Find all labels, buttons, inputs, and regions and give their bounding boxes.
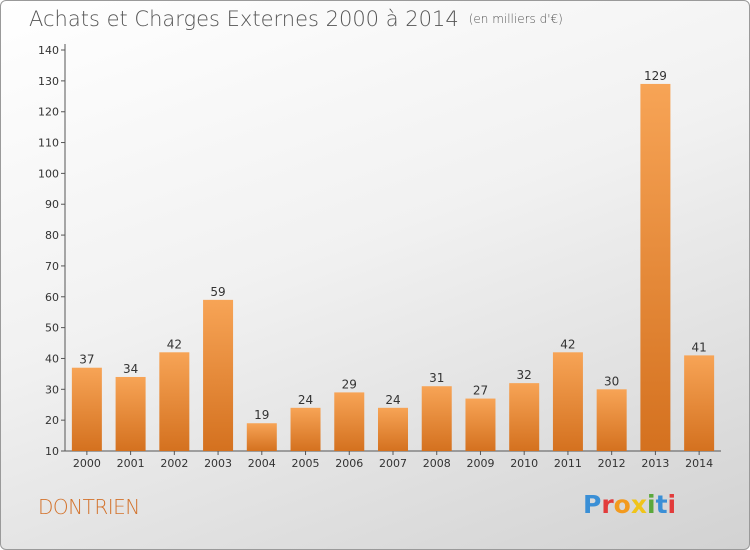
logo-letter: r <box>601 490 614 519</box>
proxiti-logo: Proxiti <box>583 490 676 519</box>
bar-value-label: 29 <box>342 377 357 391</box>
logo-letter: i <box>647 490 656 519</box>
bar <box>334 392 365 451</box>
bar-value-label: 37 <box>79 353 94 367</box>
x-tick-label: 2003 <box>204 457 232 470</box>
y-tick-label: 120 <box>38 106 59 119</box>
bar-value-label: 42 <box>167 337 182 351</box>
bar <box>246 423 277 451</box>
bar-value-label: 34 <box>123 362 138 376</box>
bar-value-label: 30 <box>604 374 619 388</box>
title-text: Achats et Charges Externes 2000 à 2014 <box>29 7 459 31</box>
y-tick-label: 50 <box>45 322 59 335</box>
bar <box>115 376 146 451</box>
bar <box>290 407 321 451</box>
y-tick-label: 140 <box>38 44 59 57</box>
unit-label: (en milliers d'€) <box>468 12 563 26</box>
x-tick-label: 2014 <box>685 457 713 470</box>
x-tick-label: 2001 <box>117 457 145 470</box>
x-tick-label: 2009 <box>466 457 494 470</box>
bar-value-label: 31 <box>429 371 444 385</box>
bar <box>203 299 234 451</box>
y-tick-label: 40 <box>45 352 59 365</box>
bar <box>552 352 583 451</box>
y-tick-label: 70 <box>45 260 59 273</box>
x-tick-label: 2008 <box>423 457 451 470</box>
y-tick-label: 60 <box>45 291 59 304</box>
commune-name: DONTRIEN <box>38 495 140 519</box>
x-tick-label: 2000 <box>73 457 101 470</box>
logo-letter: t <box>655 490 668 519</box>
x-tick-label: 2006 <box>335 457 363 470</box>
bar-value-label: 41 <box>691 340 706 354</box>
bar-value-label: 19 <box>254 408 269 422</box>
logo-letter: i <box>667 490 677 519</box>
bar-value-label: 32 <box>517 368 532 382</box>
y-tick-label: 80 <box>45 229 59 242</box>
bar <box>640 83 671 451</box>
bar <box>421 386 452 451</box>
bar-value-label: 59 <box>210 285 225 299</box>
x-tick-label: 2002 <box>160 457 188 470</box>
y-tick-label: 100 <box>38 167 59 180</box>
bar-value-label: 24 <box>385 393 400 407</box>
logo-letter: o <box>613 490 631 519</box>
bar-value-label: 42 <box>560 337 575 351</box>
y-tick-label: 90 <box>45 198 59 211</box>
x-tick-label: 2005 <box>292 457 320 470</box>
bar-value-label: 129 <box>644 69 667 83</box>
bar-value-label: 24 <box>298 393 313 407</box>
x-tick-label: 2010 <box>510 457 538 470</box>
bar <box>465 398 496 451</box>
x-tick-label: 2004 <box>248 457 276 470</box>
chart-title: Achats et Charges Externes 2000 à 2014 (e… <box>29 7 563 31</box>
bar <box>378 407 408 451</box>
bar-value-label: 27 <box>473 384 488 398</box>
y-tick-label: 130 <box>38 75 59 88</box>
bar <box>71 367 102 451</box>
x-tick-label: 2012 <box>598 457 626 470</box>
x-tick-label: 2007 <box>379 457 407 470</box>
y-tick-label: 30 <box>45 383 59 396</box>
bar <box>159 352 190 451</box>
logo-letter: P <box>583 490 602 519</box>
logo-letter: x <box>630 490 647 519</box>
bar <box>684 355 715 451</box>
bar <box>509 383 540 451</box>
x-tick-label: 2011 <box>554 457 582 470</box>
x-tick-label: 2013 <box>641 457 669 470</box>
y-tick-label: 110 <box>38 137 59 150</box>
y-tick-label: 10 <box>45 445 59 458</box>
y-tick-label: 20 <box>45 414 59 427</box>
bar <box>596 389 627 451</box>
